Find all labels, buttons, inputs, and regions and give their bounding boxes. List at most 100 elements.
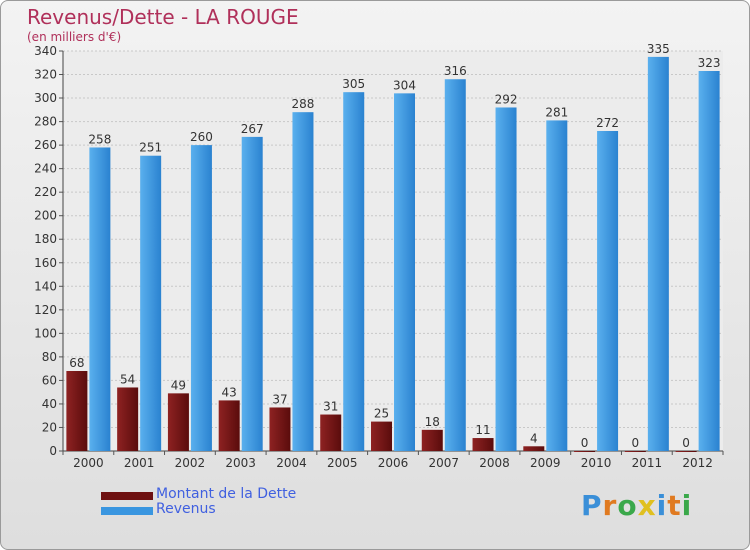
x-tick-label: 2006 bbox=[378, 456, 409, 470]
bar-revenus bbox=[89, 147, 111, 451]
data-label-revenus: 267 bbox=[241, 122, 264, 136]
logo-letter: r bbox=[602, 489, 618, 522]
bar-revenus bbox=[597, 131, 619, 451]
y-tick-label: 300 bbox=[34, 91, 57, 105]
data-label-dette: 18 bbox=[425, 415, 440, 429]
data-label-dette: 0 bbox=[632, 436, 640, 450]
data-label-dette: 37 bbox=[272, 392, 287, 406]
data-label-dette: 0 bbox=[682, 436, 690, 450]
x-tick-label: 2010 bbox=[581, 456, 612, 470]
y-tick-label: 280 bbox=[34, 115, 57, 129]
logo-letter: t bbox=[667, 489, 682, 522]
y-tick-label: 160 bbox=[34, 256, 57, 270]
bar-dette bbox=[624, 451, 646, 452]
x-tick-label: 2000 bbox=[73, 456, 104, 470]
y-tick-label: 80 bbox=[42, 350, 57, 364]
data-label-revenus: 292 bbox=[495, 92, 518, 106]
data-label-dette: 54 bbox=[120, 372, 135, 386]
y-tick-label: 120 bbox=[34, 303, 57, 317]
bar-revenus bbox=[495, 107, 517, 452]
bar-dette bbox=[66, 371, 88, 451]
x-tick-label: 2003 bbox=[225, 456, 256, 470]
bar-revenus bbox=[190, 145, 212, 451]
legend-label-revenus: Revenus bbox=[156, 501, 216, 517]
data-label-revenus: 304 bbox=[393, 78, 416, 92]
legend-swatch-revenus bbox=[101, 507, 153, 515]
logo-letter: o bbox=[617, 489, 638, 522]
logo-letter: i bbox=[681, 489, 693, 522]
bar-dette bbox=[117, 387, 139, 451]
bar-dette bbox=[523, 446, 545, 451]
y-tick-label: 200 bbox=[34, 209, 57, 223]
bar-dette bbox=[167, 393, 189, 451]
data-label-dette: 11 bbox=[475, 423, 490, 437]
data-label-revenus: 281 bbox=[545, 105, 568, 119]
data-label-dette: 25 bbox=[374, 407, 389, 421]
y-tick-label: 40 bbox=[42, 397, 57, 411]
data-label-revenus: 335 bbox=[647, 42, 670, 56]
y-tick-label: 100 bbox=[34, 326, 57, 340]
bar-dette bbox=[218, 400, 240, 451]
bar-revenus bbox=[546, 120, 568, 451]
data-label-revenus: 288 bbox=[292, 97, 315, 111]
bar-dette bbox=[421, 429, 443, 451]
y-tick-label: 320 bbox=[34, 68, 57, 82]
bar-revenus bbox=[140, 155, 162, 452]
y-tick-label: 240 bbox=[34, 162, 57, 176]
x-tick-label: 2001 bbox=[124, 456, 155, 470]
bar-revenus bbox=[698, 71, 720, 451]
data-label-revenus: 258 bbox=[88, 132, 111, 146]
y-tick-label: 20 bbox=[42, 420, 57, 434]
chart-title: Revenus/Dette - LA ROUGE bbox=[27, 5, 299, 29]
bar-revenus bbox=[292, 112, 314, 452]
bar-revenus bbox=[343, 92, 365, 452]
x-tick-label: 2007 bbox=[428, 456, 459, 470]
plot-area bbox=[63, 51, 723, 451]
x-tick-label: 2008 bbox=[479, 456, 510, 470]
bar-dette bbox=[675, 451, 697, 452]
data-label-dette: 68 bbox=[69, 356, 84, 370]
data-label-revenus: 305 bbox=[342, 77, 365, 91]
proxiti-logo: Proxiti bbox=[581, 489, 692, 522]
data-label-revenus: 251 bbox=[139, 141, 162, 155]
data-label-dette: 31 bbox=[323, 400, 338, 414]
bar-revenus bbox=[241, 136, 263, 451]
x-tick-label: 2011 bbox=[632, 456, 663, 470]
bar-dette bbox=[371, 421, 392, 451]
logo-letter: i bbox=[656, 489, 668, 522]
y-tick-label: 220 bbox=[34, 185, 57, 199]
bar-dette bbox=[574, 451, 596, 452]
y-tick-label: 340 bbox=[34, 44, 57, 58]
x-tick-label: 2012 bbox=[682, 456, 713, 470]
bar-revenus bbox=[647, 56, 669, 451]
data-label-revenus: 323 bbox=[698, 56, 721, 70]
y-tick-label: 180 bbox=[34, 232, 57, 246]
x-tick-label: 2005 bbox=[327, 456, 358, 470]
bar-dette bbox=[269, 407, 291, 451]
x-tick-label: 2004 bbox=[276, 456, 307, 470]
legend-label-dette: Montant de la Dette bbox=[156, 486, 297, 502]
chart-subtitle: (en milliers d'€) bbox=[27, 30, 122, 44]
y-tick-label: 260 bbox=[34, 138, 57, 152]
data-label-dette: 0 bbox=[581, 436, 589, 450]
legend-swatch-dette bbox=[101, 492, 153, 500]
bar-revenus bbox=[394, 93, 415, 452]
logo-letter: x bbox=[637, 489, 657, 522]
data-label-revenus: 272 bbox=[596, 116, 619, 130]
bar-revenus bbox=[444, 79, 466, 451]
bar-dette bbox=[472, 438, 494, 451]
logo-letter: P bbox=[581, 489, 603, 522]
data-label-revenus: 260 bbox=[190, 130, 213, 144]
bar-dette bbox=[320, 414, 342, 451]
data-label-dette: 4 bbox=[530, 431, 538, 445]
x-tick-label: 2002 bbox=[175, 456, 206, 470]
y-tick-label: 140 bbox=[34, 279, 57, 293]
x-tick-label: 2009 bbox=[530, 456, 561, 470]
y-tick-label: 60 bbox=[42, 373, 57, 387]
y-tick-label: 0 bbox=[49, 444, 57, 458]
data-label-revenus: 316 bbox=[444, 64, 467, 78]
data-label-dette: 43 bbox=[222, 385, 237, 399]
data-label-dette: 49 bbox=[171, 378, 186, 392]
